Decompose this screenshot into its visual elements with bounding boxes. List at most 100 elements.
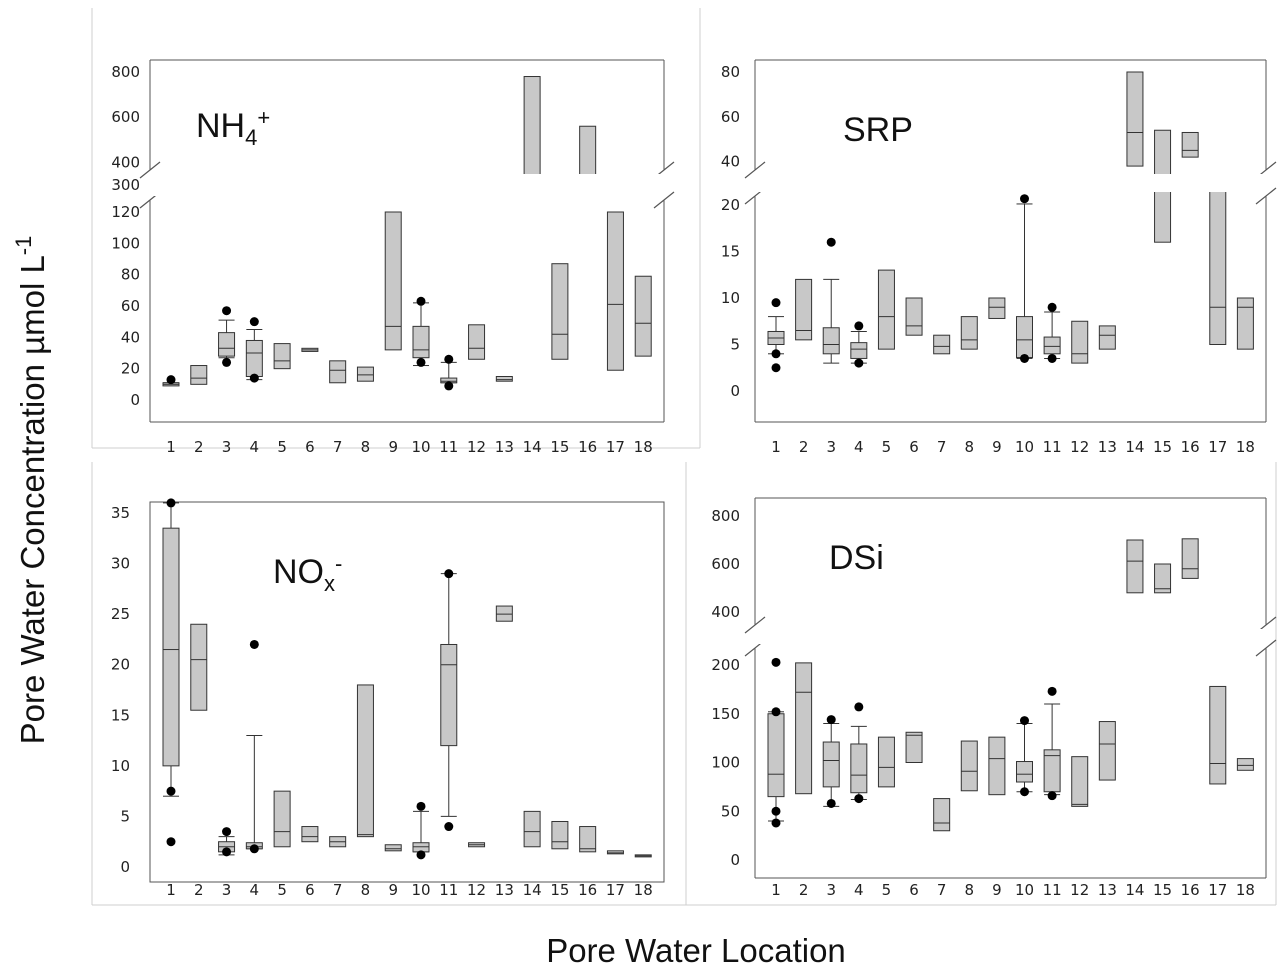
x-tick-label: 5	[882, 438, 892, 456]
box-2	[795, 662, 813, 795]
outlier-point	[444, 381, 454, 391]
panel-title: NOx-	[273, 551, 342, 596]
box-iqr	[606, 211, 624, 371]
box-iqr	[579, 826, 597, 853]
outlier-point	[826, 237, 836, 247]
axis-break-gap	[756, 174, 1265, 192]
box-iqr	[440, 643, 458, 747]
x-tick-label: 15	[550, 881, 569, 899]
x-tick-label: 1	[771, 881, 781, 899]
outlier-point	[771, 363, 781, 373]
outlier-point	[249, 373, 259, 383]
y-tick-label: 120	[111, 203, 140, 221]
box-iqr	[960, 316, 978, 350]
x-tick-label: 13	[495, 881, 514, 899]
box-iqr	[1181, 538, 1199, 579]
axis-break-gap	[151, 174, 663, 196]
y-tick-label: 800	[111, 63, 140, 81]
box-iqr	[988, 297, 1006, 319]
box-iqr	[1126, 539, 1144, 594]
box-iqr	[1209, 685, 1227, 785]
box-16	[579, 826, 597, 853]
box-4	[850, 702, 868, 804]
box-11	[440, 569, 458, 832]
x-tick-label: 3	[826, 438, 836, 456]
x-tick-label: 10	[1015, 881, 1034, 899]
box-iqr	[301, 826, 319, 843]
box-iqr	[1236, 297, 1254, 350]
y-tick-label: 30	[111, 555, 130, 573]
box-16	[1181, 131, 1199, 158]
box-iqr	[1209, 183, 1227, 345]
panel-title: NH4+	[196, 105, 270, 150]
box-18	[634, 854, 652, 858]
box-iqr	[877, 736, 895, 788]
x-tick-label: 8	[361, 438, 371, 456]
y-tick-label: 300	[111, 176, 140, 194]
outlier-point	[249, 844, 259, 854]
y-tick-label: 80	[721, 63, 740, 81]
x-tick-label: 4	[854, 881, 864, 899]
box-17	[1209, 685, 1227, 785]
x-tick-label: 9	[992, 881, 1002, 899]
box-iqr	[1236, 758, 1254, 771]
box-2	[190, 365, 208, 385]
box-7	[933, 334, 951, 355]
y-tick-label: 0	[130, 391, 140, 409]
box-18	[1236, 297, 1254, 350]
box-12	[1071, 756, 1089, 807]
outlier-point	[166, 786, 176, 796]
x-tick-label: 16	[1181, 438, 1200, 456]
box-iqr	[795, 662, 813, 795]
box-iqr	[960, 740, 978, 792]
y-tick-label: 600	[111, 108, 140, 126]
box-iqr	[1071, 756, 1089, 807]
y-tick-label: 5	[120, 807, 130, 825]
outlier-point	[771, 707, 781, 717]
box-5	[877, 736, 895, 788]
y-tick-label: 25	[111, 605, 130, 623]
y-tick-label: 20	[721, 196, 740, 214]
box-9	[384, 844, 402, 852]
x-tick-label: 17	[606, 881, 625, 899]
outlier-point	[854, 794, 864, 804]
box-iqr	[162, 527, 180, 767]
x-tick-label: 12	[467, 881, 486, 899]
box-iqr	[356, 366, 374, 382]
x-tick-label: 1	[771, 438, 781, 456]
x-tick-label: 14	[1125, 881, 1144, 899]
plot-frame	[149, 501, 665, 883]
x-tick-label: 5	[277, 438, 287, 456]
x-tick-label: 6	[909, 881, 919, 899]
x-tick-label: 5	[277, 881, 287, 899]
box-3	[822, 715, 840, 808]
box-iqr	[468, 324, 486, 360]
outlier-point	[1047, 686, 1057, 696]
outlier-point	[416, 296, 426, 306]
y-tick-label: 40	[721, 153, 740, 171]
y-tick-label: 40	[121, 328, 140, 346]
outlier-point	[416, 850, 426, 860]
outlier-point	[249, 639, 259, 649]
outlier-point	[771, 818, 781, 828]
x-tick-label: 7	[937, 438, 947, 456]
outlier-point	[826, 798, 836, 808]
box-7	[933, 798, 951, 832]
y-tick-label: 60	[721, 108, 740, 126]
box-12	[468, 842, 486, 848]
x-tick-label: 8	[361, 881, 371, 899]
x-tick-label: 4	[250, 881, 260, 899]
x-tick-label: 18	[634, 438, 653, 456]
box-17	[606, 182, 624, 371]
box-iqr	[551, 263, 569, 360]
box-iqr	[1071, 320, 1089, 364]
x-tick-label: 14	[1125, 438, 1144, 456]
x-tick-label: 1	[166, 881, 176, 899]
box-10	[412, 801, 430, 860]
x-tick-label: 18	[634, 881, 653, 899]
y-tick-label: 15	[721, 243, 740, 261]
x-tick-label: 9	[388, 438, 398, 456]
x-tick-label: 8	[965, 438, 975, 456]
